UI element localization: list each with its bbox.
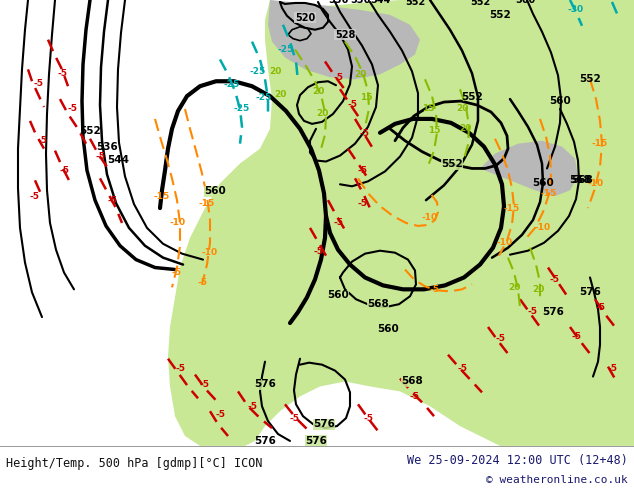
Text: -5: -5 bbox=[175, 364, 185, 373]
Text: -5: -5 bbox=[457, 364, 467, 373]
Text: -5: -5 bbox=[357, 166, 367, 175]
Text: 576: 576 bbox=[313, 419, 335, 429]
Text: -10: -10 bbox=[170, 219, 186, 227]
Polygon shape bbox=[268, 0, 420, 79]
Text: 560: 560 bbox=[515, 0, 535, 5]
Text: 560: 560 bbox=[204, 186, 226, 196]
Text: -5: -5 bbox=[313, 247, 323, 256]
Text: 20: 20 bbox=[456, 104, 468, 114]
Text: -10: -10 bbox=[422, 214, 438, 222]
Text: 536: 536 bbox=[350, 0, 370, 5]
Text: 552: 552 bbox=[579, 74, 601, 84]
Text: -5: -5 bbox=[172, 268, 182, 277]
Text: -25: -25 bbox=[278, 45, 294, 54]
Text: 20: 20 bbox=[508, 283, 520, 292]
Text: 20: 20 bbox=[354, 70, 366, 79]
Text: -5: -5 bbox=[495, 334, 505, 343]
Text: 520: 520 bbox=[295, 13, 315, 23]
Text: 20: 20 bbox=[459, 124, 471, 133]
Text: 15: 15 bbox=[422, 104, 434, 114]
Text: 544: 544 bbox=[107, 154, 129, 165]
Text: 560: 560 bbox=[549, 96, 571, 106]
Text: 568: 568 bbox=[569, 175, 591, 185]
Text: Height/Temp. 500 hPa [gdmp][°C] ICON: Height/Temp. 500 hPa [gdmp][°C] ICON bbox=[6, 457, 263, 470]
Text: -5: -5 bbox=[360, 129, 370, 138]
Text: 552: 552 bbox=[489, 10, 511, 20]
Text: 576: 576 bbox=[254, 436, 276, 446]
Text: -5: -5 bbox=[595, 303, 605, 312]
Text: -5: -5 bbox=[571, 332, 581, 342]
Text: -5: -5 bbox=[347, 99, 357, 109]
Text: 576: 576 bbox=[579, 287, 601, 297]
Text: 544: 544 bbox=[370, 0, 390, 5]
Text: -10: -10 bbox=[588, 179, 604, 188]
Text: 552: 552 bbox=[470, 0, 490, 7]
Text: -15: -15 bbox=[541, 189, 557, 198]
Text: 552: 552 bbox=[405, 0, 425, 7]
Text: 20: 20 bbox=[312, 87, 324, 96]
Text: -15: -15 bbox=[504, 203, 520, 213]
Text: -10: -10 bbox=[202, 248, 218, 257]
Text: -25: -25 bbox=[250, 67, 266, 76]
Text: 15: 15 bbox=[428, 126, 440, 135]
Text: 560: 560 bbox=[532, 178, 554, 188]
Polygon shape bbox=[480, 141, 578, 196]
Text: 568: 568 bbox=[571, 175, 593, 185]
Text: 536: 536 bbox=[96, 142, 118, 151]
Text: We 25-09-2024 12:00 UTC (12+48): We 25-09-2024 12:00 UTC (12+48) bbox=[407, 454, 628, 466]
Text: -25: -25 bbox=[224, 80, 240, 89]
Text: -5: -5 bbox=[200, 380, 210, 389]
Text: -25: -25 bbox=[234, 104, 250, 114]
Text: © weatheronline.co.uk: © weatheronline.co.uk bbox=[486, 475, 628, 485]
Text: -5: -5 bbox=[607, 364, 617, 373]
Text: -5: -5 bbox=[333, 219, 343, 227]
Text: -10: -10 bbox=[535, 223, 551, 232]
Text: 576: 576 bbox=[305, 436, 327, 446]
Text: -5: -5 bbox=[550, 275, 560, 284]
Text: -5: -5 bbox=[215, 410, 225, 418]
Text: 20: 20 bbox=[316, 109, 328, 119]
Text: -15: -15 bbox=[592, 139, 608, 148]
Text: 15: 15 bbox=[359, 93, 372, 101]
Text: 20: 20 bbox=[274, 90, 286, 98]
Text: 552: 552 bbox=[461, 92, 483, 102]
Text: 20: 20 bbox=[532, 285, 544, 294]
Text: -5: -5 bbox=[33, 79, 43, 88]
Text: 552: 552 bbox=[441, 159, 463, 170]
Text: 552: 552 bbox=[79, 126, 101, 136]
Text: -15: -15 bbox=[199, 198, 215, 208]
Text: -30: -30 bbox=[568, 5, 584, 14]
Text: -15: -15 bbox=[154, 192, 170, 201]
Text: 528: 528 bbox=[335, 30, 355, 40]
Text: -5: -5 bbox=[363, 414, 373, 423]
Polygon shape bbox=[168, 0, 634, 446]
Text: 568: 568 bbox=[401, 376, 423, 387]
Text: 568: 568 bbox=[367, 299, 389, 309]
Text: 576: 576 bbox=[254, 379, 276, 390]
Text: 20: 20 bbox=[269, 67, 281, 76]
Text: 560: 560 bbox=[327, 290, 349, 300]
Text: -5: -5 bbox=[357, 198, 367, 208]
Text: -5: -5 bbox=[430, 285, 440, 294]
Text: -5: -5 bbox=[333, 73, 343, 82]
Text: -5: -5 bbox=[60, 166, 70, 175]
Text: -5: -5 bbox=[248, 402, 258, 411]
Text: -5: -5 bbox=[197, 278, 207, 287]
Text: -5: -5 bbox=[67, 104, 77, 114]
Text: -5: -5 bbox=[37, 136, 47, 145]
Text: -5: -5 bbox=[410, 392, 420, 401]
Text: 576: 576 bbox=[542, 307, 564, 317]
Text: -5: -5 bbox=[30, 192, 40, 201]
Text: -5: -5 bbox=[57, 69, 67, 78]
Text: 560: 560 bbox=[377, 324, 399, 334]
Text: -25: -25 bbox=[256, 93, 272, 101]
Text: -10: -10 bbox=[497, 238, 513, 247]
Text: 536: 536 bbox=[328, 0, 348, 5]
Text: -5: -5 bbox=[527, 307, 537, 316]
Text: -5: -5 bbox=[107, 196, 117, 205]
Text: -5: -5 bbox=[290, 414, 300, 423]
Text: -5: -5 bbox=[95, 152, 105, 161]
